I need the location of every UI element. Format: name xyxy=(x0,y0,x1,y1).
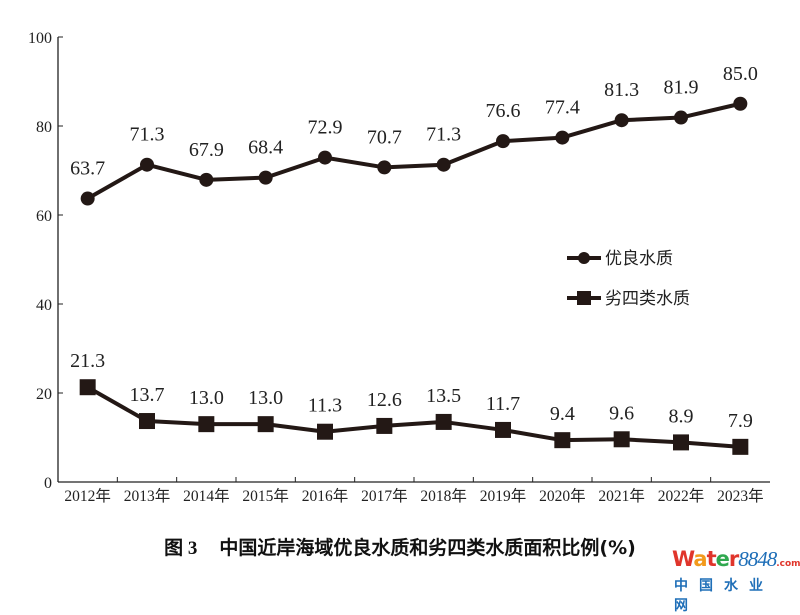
data-label: 63.7 xyxy=(70,158,105,180)
data-label: 13.0 xyxy=(248,387,283,409)
caption-text: 中国近岸海域优良水质和劣四类水质面积比例(%) xyxy=(219,537,636,559)
data-label: 12.6 xyxy=(367,389,402,411)
x-tick-label: 2017年 xyxy=(361,487,408,505)
caption-number: 图 3 xyxy=(164,538,198,559)
data-label: 67.9 xyxy=(189,139,224,161)
data-label: 81.3 xyxy=(604,79,639,101)
series-line-1 xyxy=(86,101,741,201)
data-point xyxy=(496,134,510,149)
x-tick-label: 2013年 xyxy=(124,487,171,505)
data-label: 70.7 xyxy=(367,126,402,148)
data-label: 85.0 xyxy=(723,63,758,85)
data-label: 11.7 xyxy=(486,393,520,415)
data-label: 21.3 xyxy=(70,350,105,372)
data-point xyxy=(80,191,95,206)
legend-marker-square xyxy=(577,291,591,305)
x-tick-label: 2021年 xyxy=(598,487,645,505)
data-label: 77.4 xyxy=(545,97,580,119)
data-point xyxy=(495,421,511,438)
data-point xyxy=(318,150,332,165)
x-tick-label: 2020年 xyxy=(539,487,586,505)
legend-label: 劣四类水质 xyxy=(605,289,690,309)
data-label: 71.3 xyxy=(130,124,165,146)
x-tick-label: 2023年 xyxy=(717,487,764,505)
data-point xyxy=(199,172,214,187)
data-label: 71.3 xyxy=(426,124,461,146)
data-label: 13.7 xyxy=(130,384,165,406)
data-point xyxy=(377,160,392,175)
chart-caption: 图 3 中国近岸海域优良水质和劣四类水质面积比例(%) xyxy=(0,533,800,560)
x-tick-label: 2014年 xyxy=(183,487,230,505)
data-label: 13.0 xyxy=(189,387,224,409)
y-tick-label: 0 xyxy=(44,475,52,492)
data-point xyxy=(436,157,451,172)
data-point xyxy=(139,413,155,430)
watermark-logo: Water8848.com 中国水业网 xyxy=(672,547,800,614)
x-tick-label: 2019年 xyxy=(480,487,527,505)
data-label: 13.5 xyxy=(426,385,461,407)
data-point xyxy=(732,438,749,455)
data-point xyxy=(140,157,154,172)
data-label: 72.9 xyxy=(308,117,343,139)
data-point xyxy=(614,113,629,128)
data-label: 76.6 xyxy=(486,100,521,122)
data-label: 11.3 xyxy=(308,395,342,417)
y-tick-label: 60 xyxy=(36,208,52,225)
legend-label: 优良水质 xyxy=(605,249,673,269)
x-tick-label: 2018年 xyxy=(420,487,467,505)
x-tick-label: 2012年 xyxy=(64,487,111,505)
data-point xyxy=(674,110,688,125)
data-point xyxy=(613,431,630,448)
data-point xyxy=(317,423,333,440)
data-point xyxy=(79,379,96,396)
data-label: 9.6 xyxy=(609,402,634,424)
data-label: 7.9 xyxy=(728,410,753,432)
chart: 0 20 40 60 80 100 2012年 2013年 2014年 2015年 2016年 201… xyxy=(28,30,770,505)
x-tick-label: 2015年 xyxy=(242,487,289,505)
data-point xyxy=(257,416,274,433)
data-point xyxy=(555,130,570,145)
data-point xyxy=(258,170,273,185)
data-point xyxy=(554,432,571,449)
data-label: 9.4 xyxy=(550,403,575,425)
data-point xyxy=(673,434,689,451)
data-label: 8.9 xyxy=(669,405,694,427)
data-label: 68.4 xyxy=(248,137,283,159)
data-point xyxy=(435,413,452,430)
legend-marker-circle xyxy=(578,252,590,264)
data-label: 81.9 xyxy=(664,77,699,99)
data-point xyxy=(198,416,215,433)
y-tick-label: 100 xyxy=(28,30,52,47)
y-tick-label: 80 xyxy=(36,119,52,136)
data-point xyxy=(376,417,393,434)
y-tick-label: 40 xyxy=(36,297,52,314)
data-point xyxy=(733,96,748,111)
x-tick-label: 2022年 xyxy=(658,487,705,505)
watermark-sub: 中国水业网 xyxy=(674,578,774,614)
x-tick-label: 2016年 xyxy=(302,487,349,505)
series-line-2 xyxy=(86,385,741,449)
y-tick-label: 20 xyxy=(36,386,52,403)
